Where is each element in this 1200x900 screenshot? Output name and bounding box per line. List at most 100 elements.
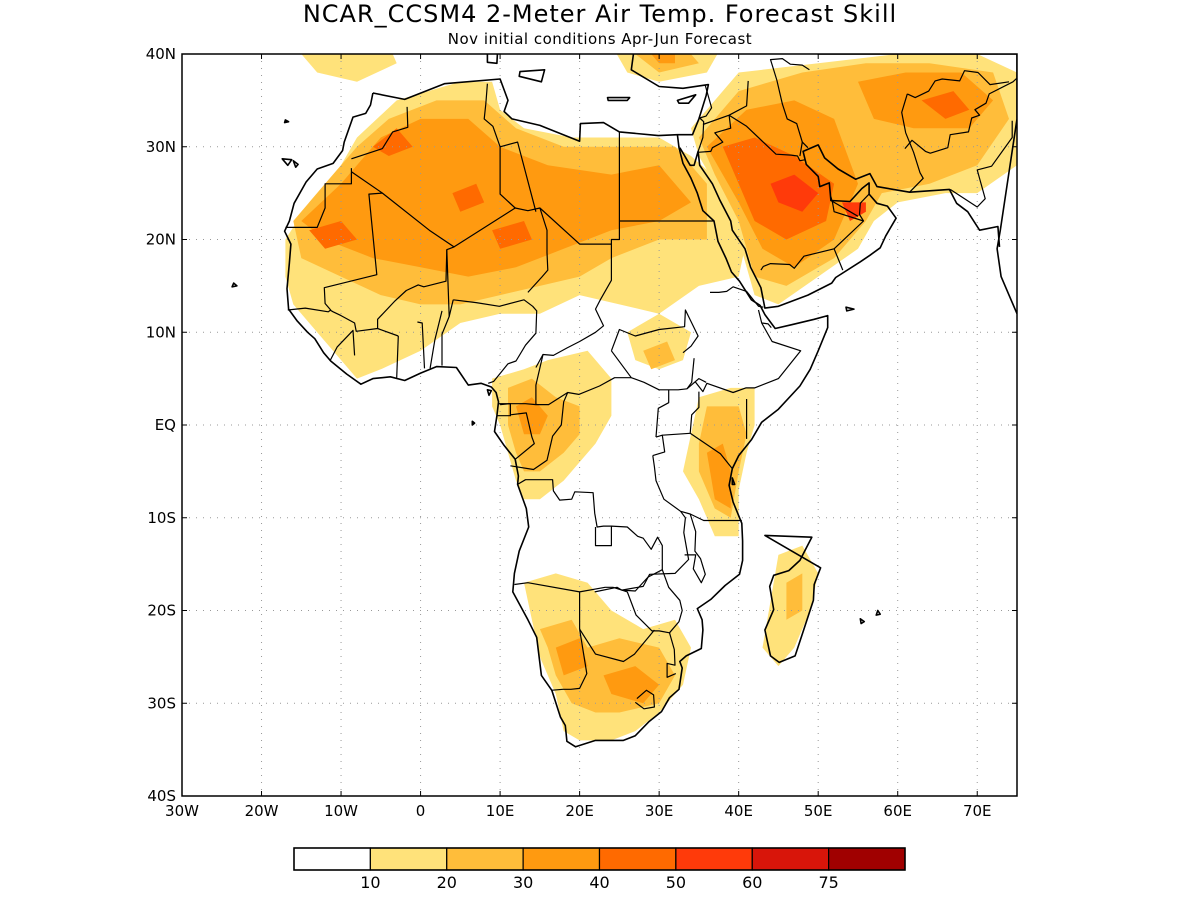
island-outline (731, 477, 736, 486)
country-border (830, 196, 864, 222)
colorbar-swatch (828, 847, 906, 871)
skill-region-25 (555, 638, 588, 676)
colorbar-label: 60 (742, 873, 762, 892)
island-outline (471, 420, 476, 426)
country-border (698, 115, 732, 153)
longitude-axis: 30W 20W 10W 0 10E 20E 30E 40E 50E 60E 70E (165, 54, 992, 820)
country-border (666, 632, 677, 678)
colorbar-label: 50 (666, 873, 686, 892)
skill-region-29 (301, 54, 397, 82)
country-border (769, 57, 810, 81)
x-tick-label: 0 (416, 802, 426, 820)
y-tick-label: 30N (146, 138, 176, 156)
country-border (396, 335, 399, 378)
y-tick-label: 10N (146, 323, 176, 341)
country-border (684, 513, 706, 584)
country-border (578, 586, 622, 630)
figure-title: NCAR_CCSM4 2-Meter Air Temp. Forecast Sk… (303, 0, 897, 28)
country-border (652, 434, 666, 457)
x-tick-label: 30W (165, 802, 199, 820)
skill-region-26 (603, 666, 660, 704)
colorbar-swatch (598, 847, 677, 871)
x-tick-label: 20W (245, 802, 279, 820)
colorbar-swatch (369, 847, 448, 871)
country-border (377, 192, 455, 337)
x-tick-label: 30E (645, 802, 674, 820)
island-outline (676, 94, 697, 104)
country-border (567, 377, 632, 395)
map-plot-area (182, 54, 1017, 796)
colorbar-swatch (522, 847, 601, 871)
country-border (594, 525, 663, 593)
y-tick-label: 20N (146, 231, 176, 249)
y-tick-label: EQ (155, 416, 176, 434)
country-border (514, 582, 580, 593)
country-border (710, 286, 764, 308)
country-border (579, 628, 655, 663)
country-border (776, 79, 803, 143)
country-border (550, 629, 588, 691)
country-border (907, 70, 1010, 99)
country-border (757, 309, 772, 328)
colorbar-swatch (446, 847, 524, 871)
skill-region-3 (309, 221, 357, 249)
country-border (417, 321, 426, 369)
colorbar-swatch (751, 847, 830, 871)
figure-subtitle: Nov initial conditions Apr-Jun Forecast (448, 30, 752, 48)
skill-region-28 (786, 573, 803, 620)
colorbar-label: 40 (589, 873, 609, 892)
country-border (662, 432, 691, 436)
country-border (689, 391, 700, 434)
island-outline (518, 69, 546, 83)
skill-region-5 (372, 128, 413, 156)
country-border (702, 80, 749, 126)
x-tick-label: 20E (565, 802, 594, 820)
country-border (697, 117, 705, 152)
island-outline (486, 388, 493, 397)
country-border (535, 244, 613, 368)
country-border (699, 85, 713, 119)
skill-region-32 (651, 54, 675, 64)
y-tick-label: 20S (147, 602, 176, 620)
island-outline (845, 306, 855, 312)
x-tick-label: 60E (883, 802, 912, 820)
island-outline (859, 617, 866, 625)
country-border (655, 389, 670, 438)
y-tick-label: 10S (147, 509, 176, 527)
country-border (453, 207, 549, 293)
graticule-grid (182, 54, 1017, 796)
country-borders (285, 57, 1017, 710)
coastline-segment (679, 144, 1001, 309)
island-outline (283, 119, 290, 124)
country-border (287, 171, 383, 313)
coastlines (231, 54, 1017, 748)
country-border (686, 358, 695, 390)
country-border (429, 310, 443, 369)
x-tick-label: 50E (804, 802, 833, 820)
country-border (689, 432, 733, 469)
island-outline (231, 282, 238, 288)
island-outline (486, 54, 499, 65)
x-tick-label: 70E (963, 802, 992, 820)
island-outline (292, 159, 299, 168)
colorbar-swatch (675, 847, 753, 871)
coastline-segment (372, 54, 1017, 315)
country-border (483, 83, 516, 209)
country-border (652, 455, 742, 522)
island-outline (875, 609, 882, 616)
country-border (634, 689, 656, 710)
skill-region-13 (770, 174, 819, 212)
colorbar-label: 20 (437, 873, 457, 892)
y-tick-label: 40N (146, 45, 176, 63)
country-border (621, 510, 690, 591)
island-outline (606, 96, 631, 102)
skill-region-6 (452, 183, 485, 212)
colorbar-label: 75 (818, 873, 838, 892)
country-border (351, 106, 409, 160)
country-border (610, 309, 699, 354)
country-border (499, 141, 537, 212)
country-border (441, 299, 454, 366)
country-border (453, 299, 538, 384)
y-tick-label: 40S (147, 787, 176, 805)
country-border (833, 248, 844, 271)
